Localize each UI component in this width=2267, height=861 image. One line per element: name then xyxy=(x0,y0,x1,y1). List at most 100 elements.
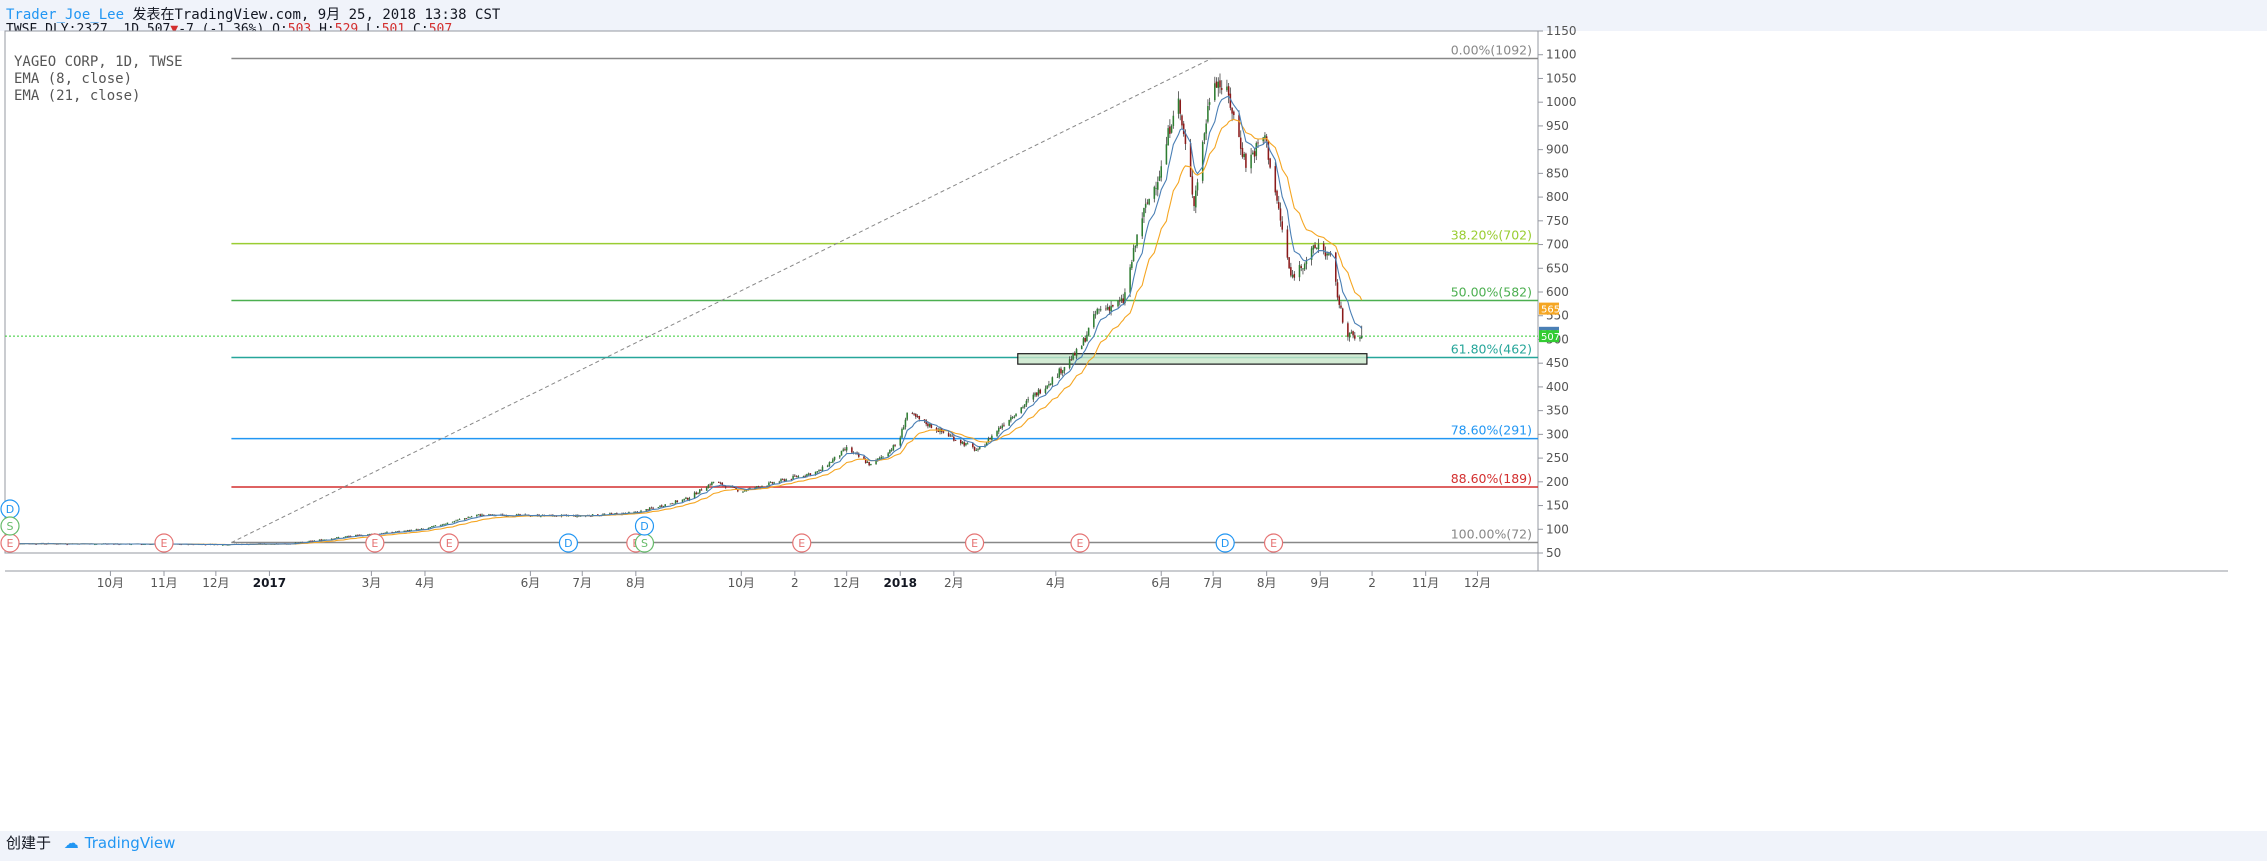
y-tick-label: 200 xyxy=(1546,475,1569,489)
candle-body xyxy=(819,470,822,471)
candle-body xyxy=(1074,352,1076,356)
x-tick-label: 12月 xyxy=(202,576,229,590)
candle-body xyxy=(1184,133,1187,145)
candle-body xyxy=(985,442,988,446)
candle-body xyxy=(866,462,869,463)
candle-body xyxy=(978,447,981,449)
fib-level-label: 38.20%(702) xyxy=(1451,228,1532,243)
candle-body xyxy=(771,482,774,484)
candle-body xyxy=(935,427,938,431)
fib-level-label: 0.00%(1092) xyxy=(1451,43,1532,58)
publish-header: Trader_Joe_Lee 发表在TradingView.com, 9月 25… xyxy=(6,4,500,24)
x-tick-label: 7月 xyxy=(1203,576,1223,590)
candle-body xyxy=(1010,417,1012,421)
candle-body xyxy=(1214,83,1216,101)
candle-body xyxy=(1193,196,1195,207)
candle-body xyxy=(1110,305,1112,312)
candle-body xyxy=(724,485,727,488)
candle-body xyxy=(745,490,748,492)
candle-body xyxy=(453,521,456,522)
candle-body xyxy=(842,449,845,451)
author-link[interactable]: Trader_Joe_Lee xyxy=(6,7,125,23)
candle-body xyxy=(1048,384,1050,386)
candle-body xyxy=(1112,304,1114,307)
candle-body xyxy=(795,476,798,478)
candle-body xyxy=(838,455,841,458)
y-tick-label: 300 xyxy=(1546,427,1569,441)
candle-body xyxy=(1108,306,1111,311)
candle-body xyxy=(1310,248,1313,260)
candle-body xyxy=(616,512,618,514)
candle-body xyxy=(1338,296,1341,305)
candle-body xyxy=(1314,244,1316,249)
candle-body xyxy=(384,532,387,534)
candle-body xyxy=(1181,115,1183,126)
support-zone xyxy=(1017,353,1368,365)
candle-body xyxy=(1305,260,1308,265)
y-tick-label: 50 xyxy=(1546,546,1561,560)
candle-body xyxy=(470,516,473,518)
candle-body xyxy=(1324,251,1327,257)
candle-body xyxy=(754,487,756,489)
legend-ema21[interactable]: EMA (21, close) xyxy=(14,88,141,104)
candle-body xyxy=(1288,257,1290,269)
candle-body xyxy=(660,505,663,507)
candle-body xyxy=(318,539,321,541)
candle-body xyxy=(443,524,445,526)
candle-body xyxy=(1022,406,1024,408)
candle-body xyxy=(94,544,96,546)
candle-body xyxy=(1316,247,1318,249)
candle-body xyxy=(1134,245,1137,248)
candle-body xyxy=(1037,389,1040,396)
candle-body xyxy=(972,443,974,448)
candle-body xyxy=(1279,208,1282,221)
candle-body xyxy=(1241,147,1244,157)
x-tick-label: 10月 xyxy=(97,576,124,590)
price-axis-tag xyxy=(1539,302,1559,315)
candle-body xyxy=(648,507,651,511)
x-tick-label: 6月 xyxy=(1151,576,1171,590)
candle-body xyxy=(705,487,708,491)
tradingview-brand[interactable]: TradingView xyxy=(84,834,176,852)
candle-body xyxy=(1276,190,1278,201)
legend-ema8[interactable]: EMA (8, close) xyxy=(14,71,133,87)
candle-body xyxy=(1286,229,1289,258)
candle-body xyxy=(659,505,661,508)
fib-level-label: 61.80%(462) xyxy=(1451,341,1532,356)
candle-body xyxy=(1341,308,1344,323)
event-marker-label: E xyxy=(446,537,453,550)
candle-body xyxy=(1177,98,1180,114)
fib-level-label: 50.00%(582) xyxy=(1451,285,1532,300)
candle-body xyxy=(1340,305,1342,308)
candle-body xyxy=(1011,417,1014,419)
candle-body xyxy=(1350,332,1353,334)
candle-body xyxy=(1335,252,1337,282)
candle-body xyxy=(479,514,482,516)
candle-body xyxy=(718,481,720,483)
x-tick-label: 7月 xyxy=(572,576,592,590)
candle-body xyxy=(878,457,881,459)
candle-body xyxy=(669,503,672,505)
candle-body xyxy=(1243,154,1245,158)
event-marker-label: S xyxy=(641,537,648,550)
candle-body xyxy=(937,430,940,433)
candle-body xyxy=(1264,135,1266,139)
candle-body xyxy=(845,447,848,451)
candle-body xyxy=(1227,86,1230,96)
candle-body xyxy=(695,492,698,495)
candle-body xyxy=(477,514,480,516)
candle-body xyxy=(965,443,967,446)
candle-body xyxy=(429,527,431,528)
candle-body xyxy=(1354,335,1356,339)
event-marker-d-icon xyxy=(558,533,579,553)
candle-body xyxy=(322,539,324,541)
candle-body xyxy=(711,482,713,486)
candle-body xyxy=(1027,399,1029,401)
legend-symbol[interactable]: YAGEO CORP, 1D, TWSE xyxy=(14,54,183,70)
candle-body xyxy=(1156,182,1159,190)
candle-body xyxy=(311,540,314,542)
candle-body xyxy=(476,514,478,517)
candle-body xyxy=(1352,331,1354,336)
candle-body xyxy=(942,431,945,433)
